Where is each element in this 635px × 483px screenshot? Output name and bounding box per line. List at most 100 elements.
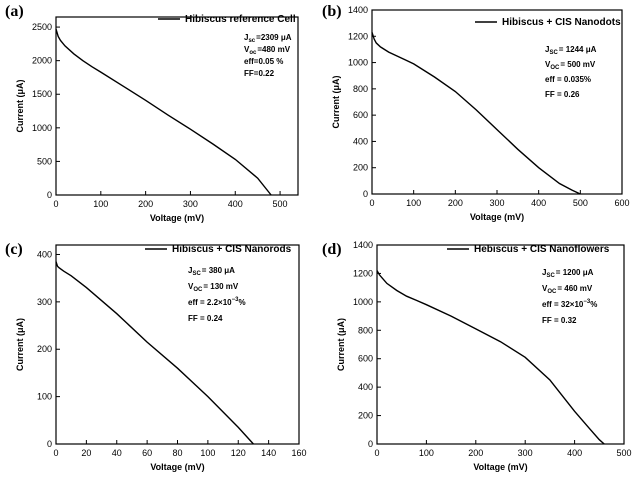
y-axis-label: Current (μA) xyxy=(15,79,25,132)
y-tick-label: 200 xyxy=(358,411,373,421)
x-tick-label: 200 xyxy=(448,198,463,208)
panel-label: (b) xyxy=(322,3,342,20)
x-tick-label: 400 xyxy=(567,448,582,458)
x-axis-label: Voltage (mV) xyxy=(150,213,204,223)
x-axis-label: Voltage (mV) xyxy=(150,462,204,472)
y-axis-label: Current (μA) xyxy=(336,318,346,371)
voc-annotation: VOC= 500 mV xyxy=(545,60,596,71)
x-tick-label: 120 xyxy=(231,448,246,458)
x-tick-label: 100 xyxy=(419,448,434,458)
chart-panel-2: (b) 0 100 200 300 400 500 600 0 200 400 600 800 1000 1… xyxy=(322,3,630,222)
legend-label: Hibiscus + CIS Nanorods xyxy=(172,244,292,255)
ff-annotation: FF = 0.32 xyxy=(542,316,577,325)
x-tick-label: 400 xyxy=(228,199,243,209)
x-tick-label: 100 xyxy=(93,199,108,209)
jsc-annotation: JSC= 1244 μA xyxy=(545,45,597,56)
y-tick-label: 100 xyxy=(37,392,52,402)
panel-label: (c) xyxy=(5,241,23,258)
y-tick-label: 1000 xyxy=(353,297,373,307)
voc-annotation: VOC= 460 mV xyxy=(542,284,593,295)
y-axis-label: Current (μA) xyxy=(331,75,341,128)
y-tick-label: 0 xyxy=(363,189,368,199)
jsc-annotation: JSC= 380 μA xyxy=(188,266,235,277)
x-tick-label: 200 xyxy=(468,448,483,458)
panel-label: (a) xyxy=(5,3,24,20)
y-tick-label: 1000 xyxy=(32,123,52,133)
x-tick-label: 40 xyxy=(112,448,122,458)
series-line xyxy=(55,261,254,445)
jsc-annotation: JSC= 1200 μA xyxy=(542,268,594,279)
y-tick-label: 800 xyxy=(353,84,368,94)
y-tick-label: 2500 xyxy=(32,22,52,32)
plot-frame xyxy=(55,244,300,445)
legend-label: Hebiscus + CIS Nanoflowers xyxy=(474,244,610,255)
y-tick-label: 400 xyxy=(37,249,52,259)
x-tick-label: 0 xyxy=(53,448,58,458)
y-tick-label: 1000 xyxy=(348,58,368,68)
x-tick-label: 300 xyxy=(518,448,533,458)
y-tick-label: 200 xyxy=(353,163,368,173)
chart-panel-3: (c) 0 20 40 60 80 100 120 140 160 0 100 200 300 400 Vol… xyxy=(5,241,307,472)
y-tick-label: 400 xyxy=(358,382,373,392)
y-tick-label: 300 xyxy=(37,297,52,307)
x-tick-label: 100 xyxy=(406,198,421,208)
y-tick-label: 1400 xyxy=(348,5,368,15)
x-tick-label: 20 xyxy=(81,448,91,458)
ff-annotation: FF=0.22 xyxy=(244,69,275,78)
jsc-annotation: Jsc=2309 μA xyxy=(244,33,292,44)
y-tick-label: 0 xyxy=(368,439,373,449)
y-tick-label: 600 xyxy=(353,110,368,120)
x-tick-label: 300 xyxy=(183,199,198,209)
plot-frame xyxy=(371,9,623,195)
series-line xyxy=(371,32,581,195)
x-tick-label: 600 xyxy=(614,198,629,208)
y-tick-label: 2000 xyxy=(32,56,52,66)
y-tick-label: 400 xyxy=(353,136,368,146)
x-tick-label: 0 xyxy=(53,199,58,209)
y-tick-label: 600 xyxy=(358,354,373,364)
voc-annotation: VOC= 130 mV xyxy=(188,282,239,293)
y-tick-label: 800 xyxy=(358,325,373,335)
x-tick-label: 140 xyxy=(261,448,276,458)
x-tick-label: 0 xyxy=(369,198,374,208)
x-tick-label: 0 xyxy=(374,448,379,458)
x-tick-label: 80 xyxy=(172,448,182,458)
chart-panel-1: (a) 0 100 200 300 400 500 0 500 1000 1500 2000 2500 V… xyxy=(5,3,299,223)
x-tick-label: 500 xyxy=(573,198,588,208)
y-tick-label: 500 xyxy=(37,156,52,166)
plot-frame xyxy=(376,244,625,445)
x-tick-label: 60 xyxy=(142,448,152,458)
series-line xyxy=(376,270,605,445)
legend-label: Hibiscus + CIS Nanodots xyxy=(502,17,621,28)
y-tick-label: 1200 xyxy=(353,268,373,278)
y-tick-label: 200 xyxy=(37,344,52,354)
y-tick-label: 1500 xyxy=(32,89,52,99)
eff-annotation: eff = 32×10−3% xyxy=(542,299,597,309)
legend-label: Hibiscus reference Cell xyxy=(185,14,296,25)
eff-annotation: eff=0.05 % xyxy=(244,57,283,66)
panel-label: (d) xyxy=(322,241,342,258)
ff-annotation: FF = 0.26 xyxy=(545,90,580,99)
y-tick-label: 0 xyxy=(47,439,52,449)
x-axis-label: Voltage (mV) xyxy=(473,462,527,472)
voc-annotation: Voc=480 mV xyxy=(244,45,291,56)
x-tick-label: 200 xyxy=(138,199,153,209)
x-tick-label: 300 xyxy=(489,198,504,208)
ff-annotation: FF = 0.24 xyxy=(188,314,223,323)
eff-annotation: eff = 0.035% xyxy=(545,75,591,84)
x-tick-label: 500 xyxy=(273,199,288,209)
y-tick-label: 1400 xyxy=(353,240,373,250)
x-tick-label: 100 xyxy=(200,448,215,458)
y-tick-label: 1200 xyxy=(348,31,368,41)
x-tick-label: 400 xyxy=(531,198,546,208)
series-line xyxy=(55,28,272,196)
y-axis-label: Current (μA) xyxy=(15,318,25,371)
plot-frame xyxy=(55,16,299,196)
y-tick-label: 0 xyxy=(47,190,52,200)
x-tick-label: 500 xyxy=(616,448,631,458)
x-axis-label: Voltage (mV) xyxy=(470,212,524,222)
eff-annotation: eff = 2.2×10−3% xyxy=(188,297,246,307)
x-tick-label: 160 xyxy=(291,448,306,458)
chart-panel-4: (d) 0 100 200 300 400 500 0 200 400 600 800 1000 1200… xyxy=(322,240,632,472)
